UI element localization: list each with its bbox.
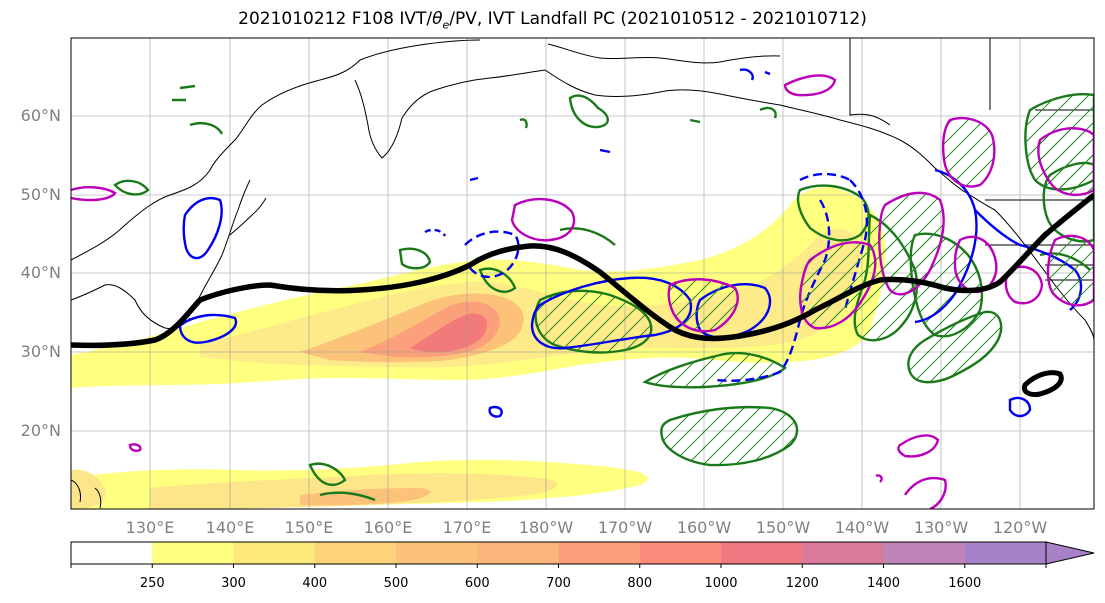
colorbar-cell (558, 542, 641, 564)
colorbar-cell (396, 542, 478, 564)
colorbar-tick-label: 700 (546, 576, 571, 591)
colorbar-cell (477, 542, 559, 564)
lon-label-160w: 160°W (676, 518, 732, 537)
lat-label-40n: 40°N (20, 263, 61, 282)
title-theta: θ (432, 9, 443, 29)
lon-label-130w: 130°W (913, 518, 969, 537)
colorbar-cell (152, 542, 234, 564)
lat-label-30n: 30°N (20, 342, 61, 361)
ivt-shading (71, 187, 886, 509)
lat-label-50n: 50°N (20, 185, 61, 204)
colorbar-tick-label: 800 (627, 576, 653, 591)
colorbar-cell (721, 542, 803, 564)
lon-label-120w: 120°W (992, 518, 1048, 537)
lat-label-20n: 20°N (20, 421, 61, 440)
colorbar-tick-label: 1600 (948, 576, 982, 591)
lon-label-130e: 130°E (125, 518, 175, 537)
colorbar-tick-label: 1400 (866, 576, 901, 591)
colorbar-tick-label: 1000 (704, 576, 738, 591)
colorbar-tick-label: 300 (221, 576, 246, 591)
title-theta-sub: e (442, 18, 450, 32)
lon-label-150w: 150°W (755, 518, 811, 537)
colorbar-cell (314, 542, 397, 564)
colorbar-tick-label: 250 (139, 576, 165, 591)
colorbar-cell (639, 542, 722, 564)
colorbar-cell (964, 542, 1047, 564)
lat-label-60n: 60°N (20, 106, 61, 125)
colorbar-extend-arrow (1045, 541, 1095, 565)
lon-label-170w: 170°W (597, 518, 653, 537)
colorbar-tick-label: 400 (302, 576, 328, 591)
colorbar-tick-label: 500 (383, 576, 409, 591)
lon-label-140w: 140°W (834, 518, 890, 537)
colorbar-tick-label: 600 (464, 576, 490, 591)
lon-label-150e: 150°E (284, 518, 334, 537)
magenta-contours (71, 74, 1094, 509)
colorbar-cell (233, 542, 316, 564)
lon-label-140e: 140°E (205, 518, 255, 537)
lon-label-160e: 160°E (363, 518, 413, 537)
map-frame (70, 37, 1095, 510)
colorbar-cell (71, 542, 153, 564)
title-prefix: 2021010212 F108 IVT/ (238, 9, 433, 29)
pv-contour-small (1021, 370, 1064, 397)
colorbar-cell (883, 542, 966, 564)
map-title: 2021010212 F108 IVT/θe/PV, IVT Landfall … (0, 9, 1105, 31)
title-suffix: /PV, IVT Landfall PC (2021010512 - 20210… (449, 9, 867, 29)
colorbar-tick-label: 1200 (785, 576, 819, 591)
lon-label-170e: 170°E (442, 518, 492, 537)
pv-contour-line (71, 192, 1094, 349)
colorbar-cell (802, 542, 884, 564)
lon-label-180w: 180°W (518, 518, 574, 537)
